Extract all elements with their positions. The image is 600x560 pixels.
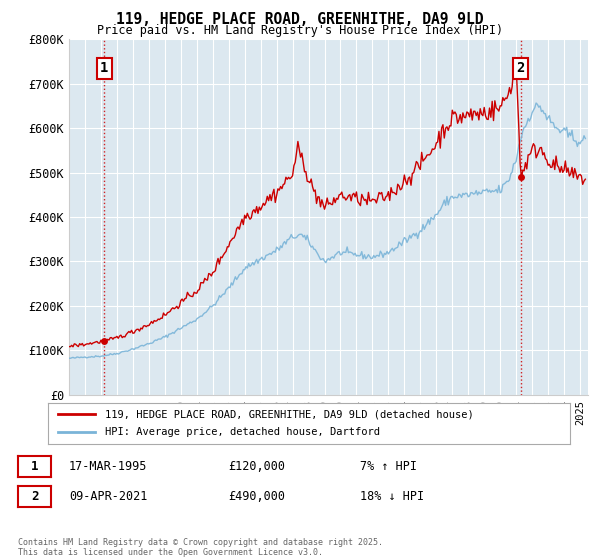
Text: 1: 1 — [100, 61, 109, 75]
Text: 2: 2 — [517, 61, 525, 75]
Text: 18% ↓ HPI: 18% ↓ HPI — [360, 489, 424, 503]
Text: Contains HM Land Registry data © Crown copyright and database right 2025.
This d: Contains HM Land Registry data © Crown c… — [18, 538, 383, 557]
Text: £490,000: £490,000 — [228, 489, 285, 503]
Text: 17-MAR-1995: 17-MAR-1995 — [69, 460, 148, 473]
Text: 1: 1 — [31, 460, 38, 473]
Text: 119, HEDGE PLACE ROAD, GREENHITHE, DA9 9LD (detached house): 119, HEDGE PLACE ROAD, GREENHITHE, DA9 9… — [106, 409, 474, 419]
Text: HPI: Average price, detached house, Dartford: HPI: Average price, detached house, Dart… — [106, 427, 380, 437]
Text: 119, HEDGE PLACE ROAD, GREENHITHE, DA9 9LD: 119, HEDGE PLACE ROAD, GREENHITHE, DA9 9… — [116, 12, 484, 27]
Text: 2: 2 — [31, 489, 38, 503]
Text: 09-APR-2021: 09-APR-2021 — [69, 489, 148, 503]
Text: 7% ↑ HPI: 7% ↑ HPI — [360, 460, 417, 473]
Text: Price paid vs. HM Land Registry's House Price Index (HPI): Price paid vs. HM Land Registry's House … — [97, 24, 503, 37]
Text: £120,000: £120,000 — [228, 460, 285, 473]
